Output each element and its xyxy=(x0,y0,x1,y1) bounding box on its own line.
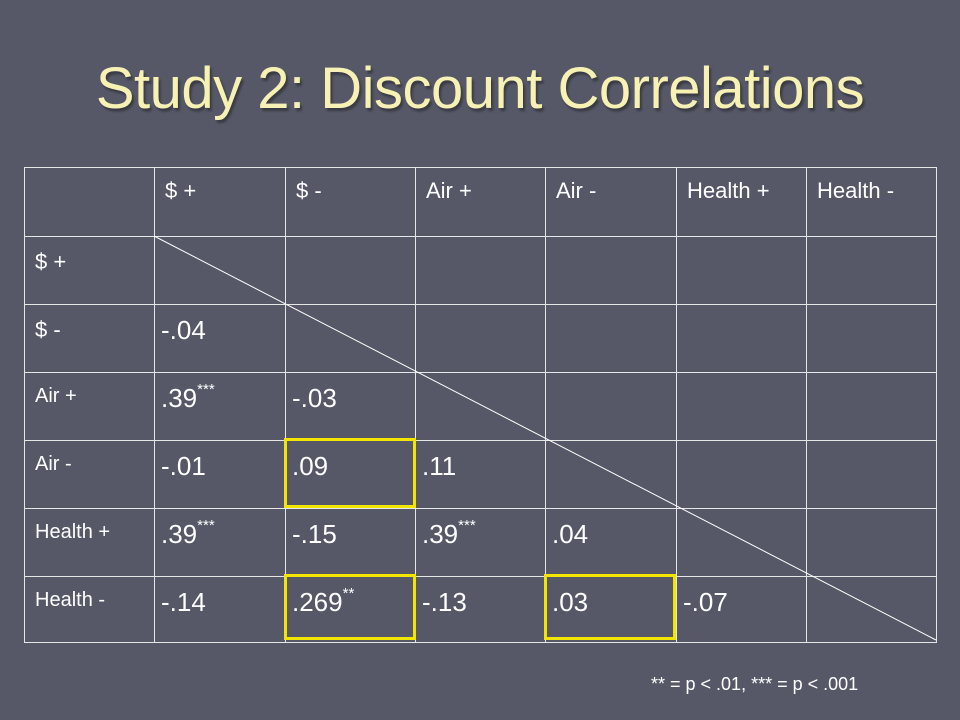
table-row: $ + xyxy=(24,236,937,305)
correlation-cell: -.07 xyxy=(676,576,807,643)
correlation-cell: .04 xyxy=(545,508,677,577)
correlation-cell: .39*** xyxy=(415,508,546,577)
correlation-cell: .09 xyxy=(285,440,416,509)
correlation-table: $ + $ - Air + Air - Health + Health - $ … xyxy=(24,167,937,643)
corner-cell xyxy=(24,167,155,237)
correlation-cell: -.14 xyxy=(154,576,286,643)
column-header: $ + xyxy=(154,167,286,237)
correlation-cell: .39*** xyxy=(154,372,286,441)
row-header: Health - xyxy=(24,576,155,643)
table-row: Air + .39*** -.03 xyxy=(24,372,937,441)
column-header: Air + xyxy=(415,167,546,237)
slide-title: Study 2: Discount Correlations xyxy=(95,56,865,121)
table-row: Air - -.01 .09 .11 xyxy=(24,440,937,509)
correlation-cell: -.13 xyxy=(415,576,546,643)
table-row: $ - -.04 xyxy=(24,304,937,373)
column-header: Air - xyxy=(545,167,677,237)
table-row: Health + .39*** -.15 .39*** .04 xyxy=(24,508,937,577)
row-header: Health + xyxy=(24,508,155,577)
correlation-cell: -.01 xyxy=(154,440,286,509)
row-header: Air - xyxy=(24,440,155,509)
row-header: Air + xyxy=(24,372,155,441)
correlation-cell: -.03 xyxy=(285,372,416,441)
table-row: Health - -.14 .269** -.13 .03 -.07 xyxy=(24,576,937,643)
correlation-cell: -.04 xyxy=(154,304,286,373)
correlation-cell: .11 xyxy=(415,440,546,509)
column-header: $ - xyxy=(285,167,416,237)
correlation-cell: .03 xyxy=(545,576,677,643)
row-header: $ + xyxy=(24,236,155,305)
row-header: $ - xyxy=(24,304,155,373)
header-row: $ + $ - Air + Air - Health + Health - xyxy=(24,167,937,237)
significance-footnote: ** = p < .01, *** = p < .001 xyxy=(651,674,859,694)
correlation-cell: .269** xyxy=(285,576,416,643)
correlation-cell: -.15 xyxy=(285,508,416,577)
column-header: Health + xyxy=(676,167,807,237)
column-header: Health - xyxy=(806,167,937,237)
correlation-cell: .39*** xyxy=(154,508,286,577)
